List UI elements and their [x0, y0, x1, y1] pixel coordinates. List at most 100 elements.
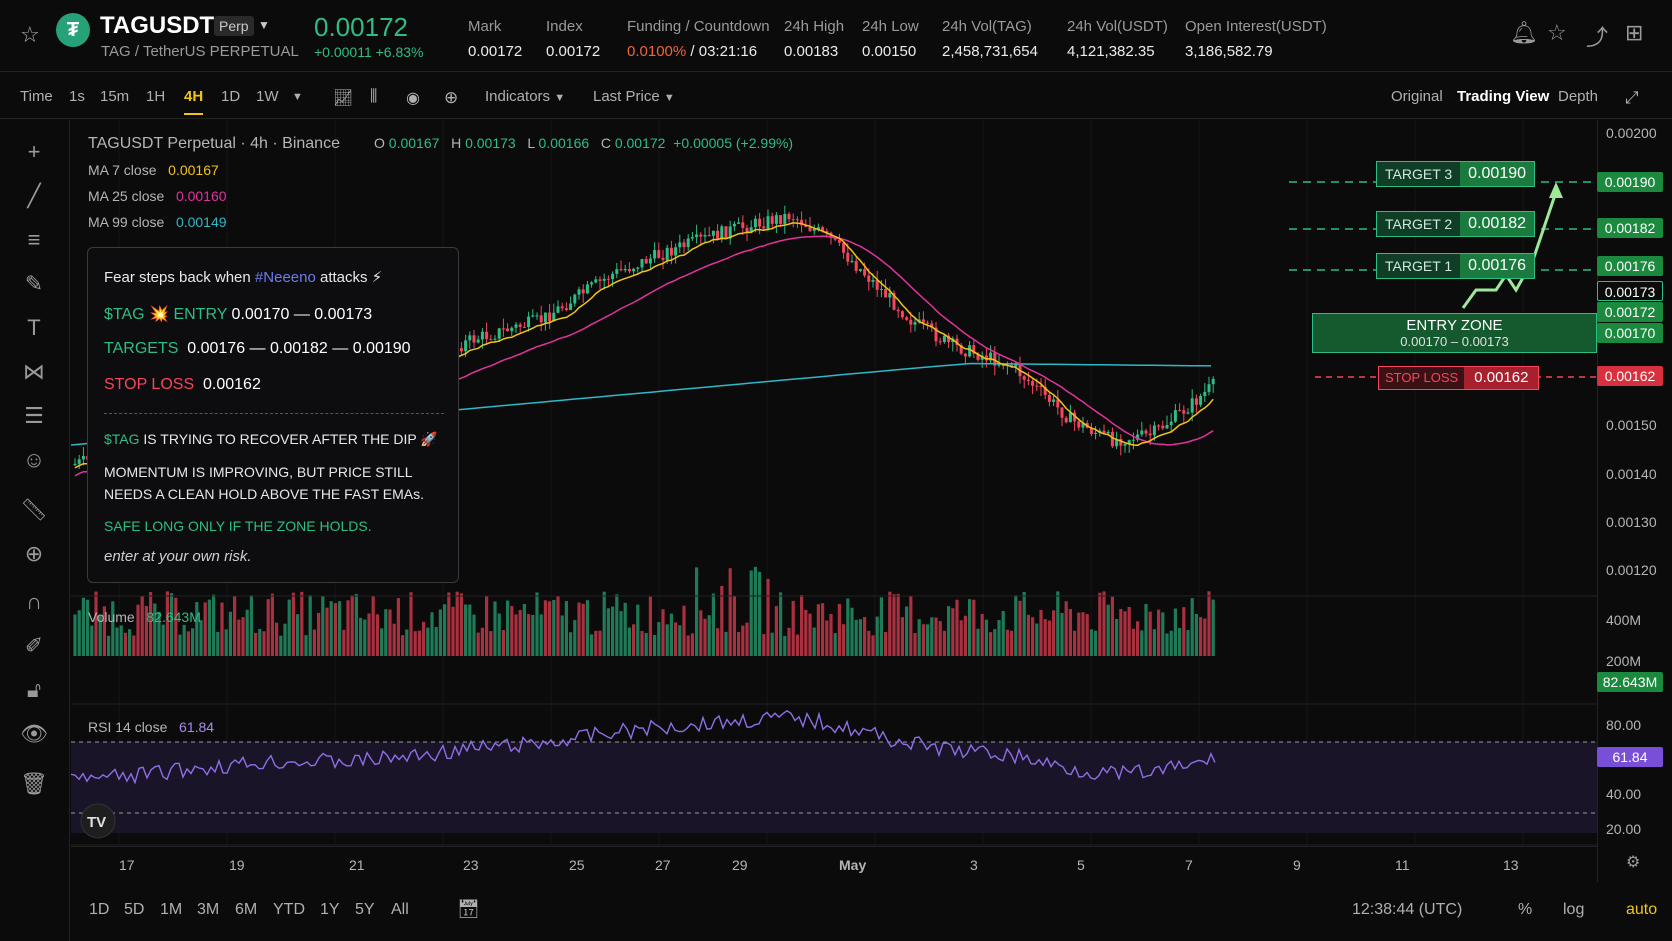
- share-icon[interactable]: ⤴: [1586, 25, 1609, 50]
- pattern-icon[interactable]: ⋈: [23, 359, 45, 384]
- calendar-icon[interactable]: 📅︎: [457, 899, 480, 919]
- eye-icon[interactable]: 👁︎: [20, 721, 48, 746]
- volume-bar: [867, 630, 871, 656]
- volume-bar: [821, 603, 825, 656]
- range-5d[interactable]: 5D: [124, 901, 145, 918]
- candle-body: [1022, 376, 1026, 380]
- volume-bar: [632, 624, 636, 656]
- candle-body: [1148, 433, 1152, 436]
- trash-icon[interactable]: 🗑︎: [20, 771, 48, 796]
- range-6m[interactable]: 6M: [235, 901, 258, 918]
- candle-body: [501, 328, 505, 330]
- targets-label: TARGETS: [104, 340, 179, 357]
- indicators-button[interactable]: Indicators ▼: [485, 88, 565, 105]
- volume-bar: [86, 599, 90, 656]
- emoji-icon[interactable]: ☺: [22, 447, 46, 472]
- ruler-icon[interactable]: 📏︎: [20, 497, 48, 522]
- candle-body: [837, 239, 841, 243]
- volume-bar: [1018, 600, 1022, 656]
- candle-body: [989, 352, 993, 361]
- fullscreen-icon[interactable]: ⤢: [1625, 88, 1639, 107]
- measure-lines-icon[interactable]: ☰: [24, 403, 44, 428]
- chart-type-icon[interactable]: 📈︎: [333, 90, 354, 107]
- star-icon[interactable]: ☆: [1547, 20, 1567, 45]
- volume-tick: 400M: [1606, 612, 1642, 628]
- trendline-icon[interactable]: ╱: [27, 183, 41, 208]
- volume-bar: [1068, 609, 1072, 656]
- magnet-icon[interactable]: ∩: [26, 589, 42, 614]
- log-toggle[interactable]: log: [1563, 901, 1585, 918]
- candle-body: [480, 331, 484, 340]
- volume-bar: [535, 592, 539, 656]
- price-tick: 0.00130: [1606, 514, 1657, 530]
- candle-body: [1123, 444, 1127, 446]
- range-1m[interactable]: 1M: [160, 901, 183, 918]
- view-original[interactable]: Original: [1391, 88, 1443, 105]
- volume-bar: [522, 604, 526, 656]
- interval-dropdown-icon[interactable]: ▼: [292, 91, 303, 103]
- auto-toggle[interactable]: auto: [1626, 901, 1658, 918]
- candle-body: [875, 279, 879, 290]
- volume-bar: [291, 592, 295, 656]
- interval-1d[interactable]: 1D: [221, 88, 241, 105]
- candle-body: [1190, 398, 1194, 413]
- range-1d[interactable]: 1D: [89, 901, 110, 918]
- candle-body: [1207, 384, 1211, 392]
- lock-icon[interactable]: 🔓︎: [26, 677, 42, 702]
- interval-1s[interactable]: 1s: [69, 88, 85, 105]
- range-3m[interactable]: 3M: [197, 901, 220, 918]
- settings-gear-icon[interactable]: ⚙: [1626, 854, 1641, 871]
- candle-body: [657, 250, 661, 258]
- edit-lock-icon[interactable]: ✐: [24, 633, 44, 658]
- candle-body: [569, 303, 573, 310]
- range-1y[interactable]: 1Y: [320, 901, 340, 918]
- camera-icon[interactable]: ◉: [406, 90, 420, 107]
- text-icon[interactable]: T: [27, 315, 41, 340]
- price-axis[interactable]: 0.00200 0.00150 0.00140 0.00130 0.00120 …: [1597, 120, 1672, 882]
- grid-icon[interactable]: ⊞: [1625, 20, 1644, 45]
- volume-bar: [1178, 628, 1182, 656]
- volume-bar: [1161, 612, 1165, 656]
- time-button[interactable]: Time: [20, 88, 53, 105]
- bell-icon[interactable]: 🔔︎: [1510, 20, 1538, 45]
- volume-bar: [396, 598, 400, 656]
- chart-canvas[interactable]: TV: [71, 120, 1597, 882]
- symbol-name[interactable]: TAGUSDT: [100, 12, 215, 39]
- header-bar: ☆ ₮ TAGUSDT Perp ▼ TAG / TetherUS PERPET…: [0, 0, 1672, 72]
- candle-body: [1039, 385, 1043, 387]
- range-all[interactable]: All: [391, 901, 409, 918]
- volume-bar: [976, 628, 980, 656]
- last-price-button[interactable]: Last Price ▼: [593, 88, 675, 105]
- candles-icon[interactable]: ⫼: [370, 88, 378, 105]
- candle-body: [858, 269, 862, 271]
- symbol-dropdown-icon[interactable]: ▼: [258, 18, 270, 32]
- volume-bar: [392, 623, 396, 656]
- volume-bar: [963, 615, 967, 656]
- add-icon[interactable]: ⊕: [444, 88, 459, 107]
- range-5y[interactable]: 5Y: [355, 901, 375, 918]
- interval-1w[interactable]: 1W: [256, 88, 279, 105]
- interval-15m[interactable]: 15m: [100, 88, 130, 105]
- zoom-icon[interactable]: ⊕: [24, 541, 44, 566]
- lines-icon[interactable]: ≡: [27, 227, 41, 252]
- utc-clock[interactable]: 12:38:44 (UTC): [1352, 901, 1463, 918]
- favorite-star-icon[interactable]: ☆: [20, 22, 40, 47]
- interval-1h[interactable]: 1H: [146, 88, 166, 105]
- volume-bar: [674, 622, 678, 656]
- volume-bar: [279, 635, 283, 656]
- date-tick: 3: [970, 857, 978, 873]
- volume-value: 82.643M: [146, 609, 201, 625]
- candle-body: [800, 219, 804, 226]
- range-ytd[interactable]: YTD: [273, 901, 305, 918]
- interval-4h[interactable]: 4H: [184, 88, 204, 115]
- volume-bar: [485, 596, 489, 656]
- ohlc-o-label: O: [374, 135, 385, 151]
- brush-icon[interactable]: ✎: [24, 271, 44, 296]
- time-axis[interactable]: 17 19 21 23 25 27 29 May 3 5 7 9 11 13: [71, 846, 1597, 882]
- view-trading-view[interactable]: Trading View: [1457, 88, 1550, 105]
- crosshair-icon[interactable]: +: [27, 139, 41, 164]
- view-depth[interactable]: Depth: [1558, 88, 1599, 105]
- percent-toggle[interactable]: %: [1518, 901, 1533, 918]
- volume-bar: [1077, 612, 1081, 656]
- hashtag-link[interactable]: #Neeeno: [254, 269, 316, 286]
